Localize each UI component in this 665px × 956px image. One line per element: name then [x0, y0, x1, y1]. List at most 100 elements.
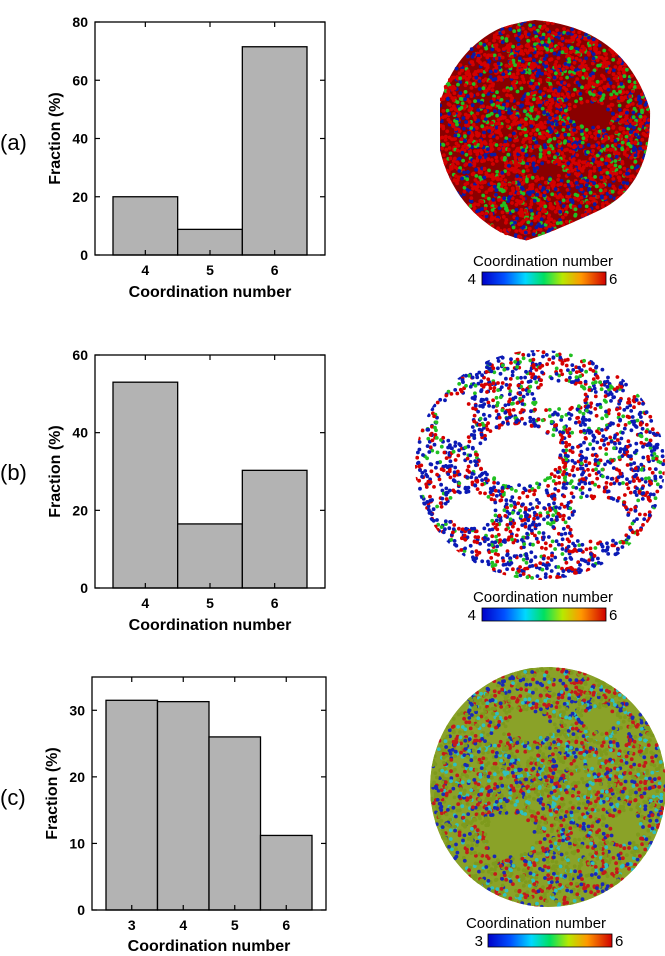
atom-dot	[528, 23, 533, 28]
atom-dot	[610, 189, 615, 194]
atom-dot	[541, 156, 546, 161]
atom-dot	[579, 457, 583, 462]
atom-dot	[534, 380, 539, 385]
atom-dot	[460, 176, 464, 181]
atom-dot	[559, 418, 564, 422]
atom-dot	[551, 179, 555, 184]
atom-dot	[629, 409, 634, 413]
atom-dot	[543, 233, 548, 238]
atom-dot	[519, 34, 524, 39]
atom-dot	[587, 217, 592, 222]
atom-dot	[595, 79, 600, 84]
y-tick-label: 20	[72, 502, 88, 518]
atom-dot	[570, 56, 575, 60]
atom-dot	[549, 558, 554, 562]
atom-dot	[596, 31, 601, 36]
x-tick-label: 6	[271, 595, 279, 611]
atom-dot	[506, 152, 511, 157]
atom-dot	[609, 439, 614, 444]
atom-dot	[510, 54, 514, 59]
atom-dot	[479, 472, 484, 477]
atom-dot	[440, 146, 444, 151]
atom-dot	[608, 423, 612, 427]
atom-dot	[542, 110, 547, 115]
atom-dot	[538, 135, 542, 139]
atom-dot	[481, 217, 486, 221]
atom-dot	[455, 160, 459, 165]
atom-dot	[497, 182, 501, 187]
atom-dot	[439, 525, 444, 529]
atom-dot	[588, 367, 593, 372]
atom-dot	[577, 230, 581, 235]
atom-dot	[457, 526, 461, 531]
atom-dot	[559, 368, 563, 373]
atom-dot	[549, 44, 554, 48]
atom-dot	[564, 49, 568, 54]
atom-dot	[540, 161, 545, 166]
atom-dot	[502, 143, 507, 148]
atom-dot	[492, 386, 497, 390]
atom-dot	[511, 143, 516, 148]
atom-dot	[496, 95, 501, 100]
atom-dot	[535, 350, 540, 352]
atom-dot	[419, 495, 423, 499]
atom-dot	[607, 164, 611, 169]
atom-dot	[511, 180, 516, 185]
atom-dot	[592, 165, 597, 170]
atom-dot	[611, 53, 616, 58]
atom-dot	[622, 152, 627, 156]
atom-dot	[626, 57, 631, 62]
atom-dot	[514, 489, 518, 493]
atom-dot	[647, 147, 651, 152]
colorbar-max-b: 6	[609, 607, 617, 624]
atom-dot	[525, 177, 529, 182]
atom-dot	[631, 89, 635, 94]
atom-dot	[450, 88, 455, 92]
atom-dot	[582, 59, 587, 64]
atom-dot	[490, 560, 495, 565]
atom-dot	[523, 421, 527, 426]
atom-dot	[637, 478, 642, 483]
atom-dot	[506, 422, 510, 426]
atom-dot	[620, 430, 625, 435]
atom-dot	[543, 572, 548, 576]
atom-dot	[600, 416, 605, 421]
atom-dot	[584, 456, 589, 461]
atom-dot	[510, 201, 514, 205]
atom-dot	[509, 86, 513, 91]
atom-dot	[452, 111, 456, 116]
atom-dot	[500, 181, 505, 185]
atom-dot	[642, 118, 647, 123]
atom-dot	[439, 444, 444, 449]
atom-dot	[558, 218, 562, 222]
atom-dot	[516, 527, 520, 532]
atom-dot	[584, 56, 588, 61]
y-tick-label: 60	[72, 347, 88, 363]
atom-dot	[476, 118, 481, 123]
atom-dot	[615, 78, 620, 83]
atom-dot	[618, 90, 622, 94]
atom-dot	[648, 438, 653, 443]
atom-dot	[513, 505, 517, 510]
atom-dot	[512, 53, 517, 58]
atom-dot	[541, 556, 546, 561]
atom-dot	[568, 233, 572, 238]
atom-dot	[553, 155, 557, 160]
atom-dot	[500, 171, 505, 175]
atom-dot	[593, 217, 598, 222]
atom-dot	[472, 206, 477, 211]
atom-dot	[462, 126, 466, 131]
atom-dot	[530, 350, 535, 353]
atom-dot	[509, 160, 513, 165]
atom-dot	[563, 132, 568, 137]
atom-dot	[562, 103, 567, 108]
atom-dot	[618, 170, 623, 175]
atom-dot	[602, 57, 606, 62]
atom-dot	[476, 108, 481, 113]
atom-dot	[528, 502, 533, 506]
atom-dot	[609, 399, 613, 403]
atom-dot	[591, 381, 595, 385]
atom-dot	[646, 457, 651, 462]
atom-dot	[549, 517, 554, 522]
atom-dot	[587, 224, 592, 228]
